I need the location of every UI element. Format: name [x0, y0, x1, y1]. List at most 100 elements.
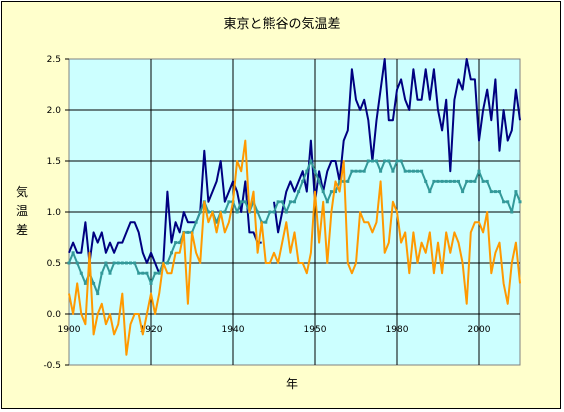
series-layer — [67, 58, 522, 356]
series-2-point — [481, 179, 485, 183]
series-2-point — [334, 190, 337, 194]
series-2-point — [198, 210, 202, 214]
series-2-point — [272, 210, 276, 214]
series-2-point — [444, 179, 448, 183]
x-tick-label: 2000 — [468, 325, 491, 335]
series-2-point — [350, 169, 354, 173]
series-2-point — [485, 179, 489, 183]
series-2-point — [288, 200, 292, 204]
series-2-point — [473, 179, 477, 183]
series-2-point — [215, 220, 219, 224]
series-2-point — [387, 159, 391, 163]
series-2-point — [432, 179, 436, 183]
series-2-point — [325, 200, 329, 204]
y-axis-label: 気温差 — [16, 184, 28, 237]
x-axis-ticks: 1900 1920 1940 1950 1980 2000 — [58, 325, 491, 335]
series-2-point — [186, 230, 190, 234]
series-2-point — [280, 200, 284, 204]
series-2-point — [448, 179, 452, 183]
y-tick-label: 1.0 — [47, 208, 62, 218]
x-tick-label: 1920 — [140, 325, 163, 335]
series-2-point — [174, 241, 178, 245]
series-2-point — [498, 190, 501, 194]
series-2-point — [502, 200, 506, 204]
series-2-point — [96, 292, 100, 296]
series-2-point — [461, 190, 465, 194]
series-2-point — [420, 169, 424, 173]
x-tick-label: 1940 — [222, 325, 245, 335]
series-2-point — [141, 271, 145, 275]
series-2-point — [379, 169, 383, 173]
series-2-point — [293, 200, 296, 204]
y-tick-label: 1.5 — [47, 157, 61, 167]
series-2-point — [137, 271, 141, 275]
y-axis-label-char: 気 — [16, 184, 28, 199]
x-tick-label: 1900 — [58, 325, 81, 335]
series-2-point — [383, 159, 387, 163]
series-2-point — [305, 169, 309, 173]
series-2-point — [297, 190, 301, 194]
series-2-point — [243, 200, 247, 204]
series-2-point — [284, 210, 288, 214]
y-tick-label: 2.5 — [47, 55, 61, 65]
series-2-point — [227, 200, 231, 204]
series-2-point — [375, 159, 378, 163]
series-2-point — [268, 210, 272, 214]
series-2-point — [133, 261, 137, 265]
series-2-point — [346, 179, 350, 183]
series-2-point — [145, 271, 149, 275]
series-2-point — [79, 271, 83, 275]
series-2-point — [235, 210, 239, 214]
series-2-point — [170, 251, 173, 255]
series-2-point — [104, 261, 108, 265]
gridlines — [69, 59, 520, 365]
series-2-point — [416, 169, 419, 173]
series-2-point — [194, 220, 198, 224]
series-2-point — [178, 241, 182, 245]
series-2-point — [370, 159, 374, 163]
series-2-point — [165, 261, 169, 265]
series-2-point — [83, 281, 87, 285]
y-tick-label: 2.0 — [47, 106, 62, 116]
series-2-point — [469, 179, 473, 183]
y-axis-label-char: 温 — [16, 204, 28, 218]
chart-title: 東京と熊谷の気温差 — [223, 16, 340, 32]
series-2-point — [206, 210, 210, 214]
series-2-point — [452, 179, 456, 183]
series-2-point — [67, 261, 71, 265]
y-axis-ticks: -0.5 0.0 0.5 1.0 1.5 2.0 2.5 — [43, 55, 69, 371]
series-2-point — [301, 179, 305, 183]
series-2-point — [239, 200, 243, 204]
series-2-point — [354, 169, 358, 173]
series-2-point — [477, 169, 481, 173]
series-2-point — [489, 190, 493, 194]
series-2-point — [407, 169, 411, 173]
y-tick-label: -0.5 — [43, 361, 61, 371]
y-tick-label: 0.5 — [47, 259, 61, 269]
series-2-point — [256, 210, 260, 214]
series-2-point — [100, 271, 104, 275]
series-2-point — [399, 159, 403, 163]
series-2-point — [321, 190, 325, 194]
series-2-point — [506, 200, 510, 204]
series-2-point — [493, 190, 497, 194]
series-2-point — [88, 271, 91, 275]
series-2-point — [457, 179, 460, 183]
series-2-point — [391, 169, 395, 173]
series-line-3 — [68, 139, 521, 356]
series-2-point — [153, 271, 157, 275]
series-2-point — [366, 159, 370, 163]
series-2-point — [514, 190, 518, 194]
series-2-point — [338, 179, 342, 183]
series-2-point — [465, 179, 469, 183]
series-2-point — [309, 159, 313, 163]
series-2-point — [436, 179, 440, 183]
x-axis-label: 年 — [286, 377, 298, 391]
series-2-point — [395, 159, 399, 163]
series-2-point — [112, 261, 116, 265]
series-2-point — [428, 190, 432, 194]
series-2-point — [411, 169, 415, 173]
series-2-point — [116, 261, 120, 265]
series-2-point — [120, 261, 124, 265]
